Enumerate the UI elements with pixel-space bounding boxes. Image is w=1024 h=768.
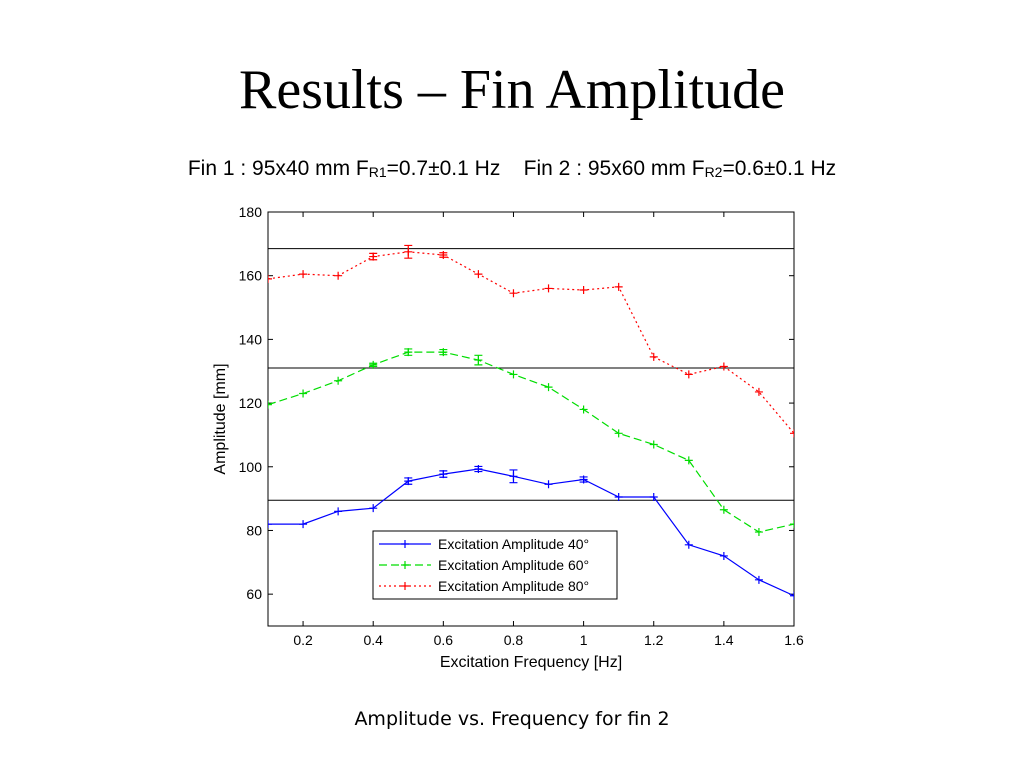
error-bar	[474, 465, 483, 473]
data-point	[790, 591, 794, 600]
data-point	[684, 456, 693, 465]
y-tick-label: 80	[246, 522, 262, 538]
error-bar	[439, 348, 448, 356]
data-point	[719, 505, 728, 514]
data-point	[299, 270, 308, 279]
data-point	[614, 493, 623, 502]
data-point	[369, 504, 378, 513]
data-point	[334, 376, 343, 385]
fin1-spec: Fin 1 : 95x40 mm FR1=0.7±0.1 Hz	[188, 157, 500, 180]
data-point	[790, 520, 794, 529]
series-line	[268, 468, 794, 597]
data-point	[614, 282, 623, 291]
series-group	[268, 348, 794, 537]
data-point	[754, 528, 763, 537]
legend-label: Excitation Amplitude 40°	[438, 536, 589, 552]
y-tick-label: 120	[239, 395, 263, 411]
fin2-subscript: R2	[704, 164, 723, 180]
data-point	[614, 429, 623, 438]
x-axis-label: Excitation Frequency [Hz]	[440, 654, 622, 671]
error-bar	[404, 348, 413, 356]
legend-box	[372, 530, 618, 600]
error-bar	[579, 476, 588, 483]
x-tick-label: 0.8	[504, 632, 524, 648]
legend-label: Excitation Amplitude 60°	[438, 557, 589, 573]
x-tick-label: 0.4	[363, 632, 383, 648]
series-line	[268, 351, 794, 533]
data-point	[334, 271, 343, 280]
fin1-value: =0.7±0.1 Hz	[386, 157, 501, 180]
x-tick-label: 0.6	[434, 632, 454, 648]
data-point	[299, 520, 308, 529]
error-bar	[369, 252, 378, 261]
x-tick-label: 1	[580, 632, 588, 648]
error-bar	[404, 477, 413, 485]
data-point	[754, 387, 763, 396]
fin1-text: Fin 1 : 95x40 mm F	[187, 157, 369, 180]
data-point	[544, 284, 553, 293]
data-point	[719, 362, 728, 371]
y-tick-label: 180	[239, 204, 263, 220]
series-group	[268, 244, 794, 438]
data-point	[268, 400, 272, 409]
error-bar	[509, 469, 518, 484]
data-point	[649, 352, 658, 361]
x-tick-label: 1.6	[784, 632, 804, 648]
data-point	[268, 520, 272, 529]
data-point	[579, 286, 588, 295]
error-bar	[369, 362, 378, 368]
y-tick-label: 140	[239, 331, 263, 347]
data-point	[544, 480, 553, 489]
x-tick-label: 0.2	[293, 632, 313, 648]
data-point	[754, 575, 763, 584]
legend-marker	[401, 582, 409, 590]
data-point	[509, 370, 518, 379]
error-bar	[439, 470, 448, 478]
data-point	[649, 440, 658, 449]
data-point	[334, 507, 343, 516]
error-bar	[404, 244, 413, 259]
data-point	[684, 370, 693, 379]
data-point	[268, 274, 272, 283]
legend-label: Excitation Amplitude 80°	[438, 578, 589, 594]
fin1-subscript: R1	[368, 164, 387, 180]
x-tick-label: 1.2	[644, 632, 664, 648]
fin2-value: =0.6±0.1 Hz	[722, 157, 837, 180]
fin-specs: Fin 1 : 95x40 mm FR1=0.7±0.1 Hz Fin 2 : …	[0, 157, 1024, 181]
error-bar	[439, 252, 448, 258]
data-point	[684, 540, 693, 549]
fin2-text: Fin 2 : 95x60 mm F	[523, 157, 705, 180]
legend-marker	[401, 561, 409, 569]
slide-title: Results – Fin Amplitude	[238, 59, 786, 121]
data-point	[474, 270, 483, 279]
figure-caption: Amplitude vs. Frequency for fin 2	[354, 708, 670, 730]
series-line	[268, 251, 794, 434]
y-tick-label: 160	[239, 268, 263, 284]
data-point	[719, 551, 728, 560]
y-tick-label: 100	[239, 459, 263, 475]
fin2-spec: Fin 2 : 95x60 mm FR2=0.6±0.1 Hz	[524, 157, 836, 180]
y-tick-label: 60	[246, 586, 262, 602]
data-point	[299, 389, 308, 398]
error-bar	[474, 354, 483, 366]
y-axis-label: Amplitude [mm]	[212, 363, 229, 474]
x-tick-label: 1.4	[714, 632, 734, 648]
data-point	[544, 383, 553, 392]
data-point	[509, 289, 518, 298]
data-point	[790, 429, 794, 438]
legend-marker	[401, 540, 409, 548]
series-group	[268, 464, 794, 600]
data-point	[579, 405, 588, 414]
data-point	[649, 493, 658, 502]
